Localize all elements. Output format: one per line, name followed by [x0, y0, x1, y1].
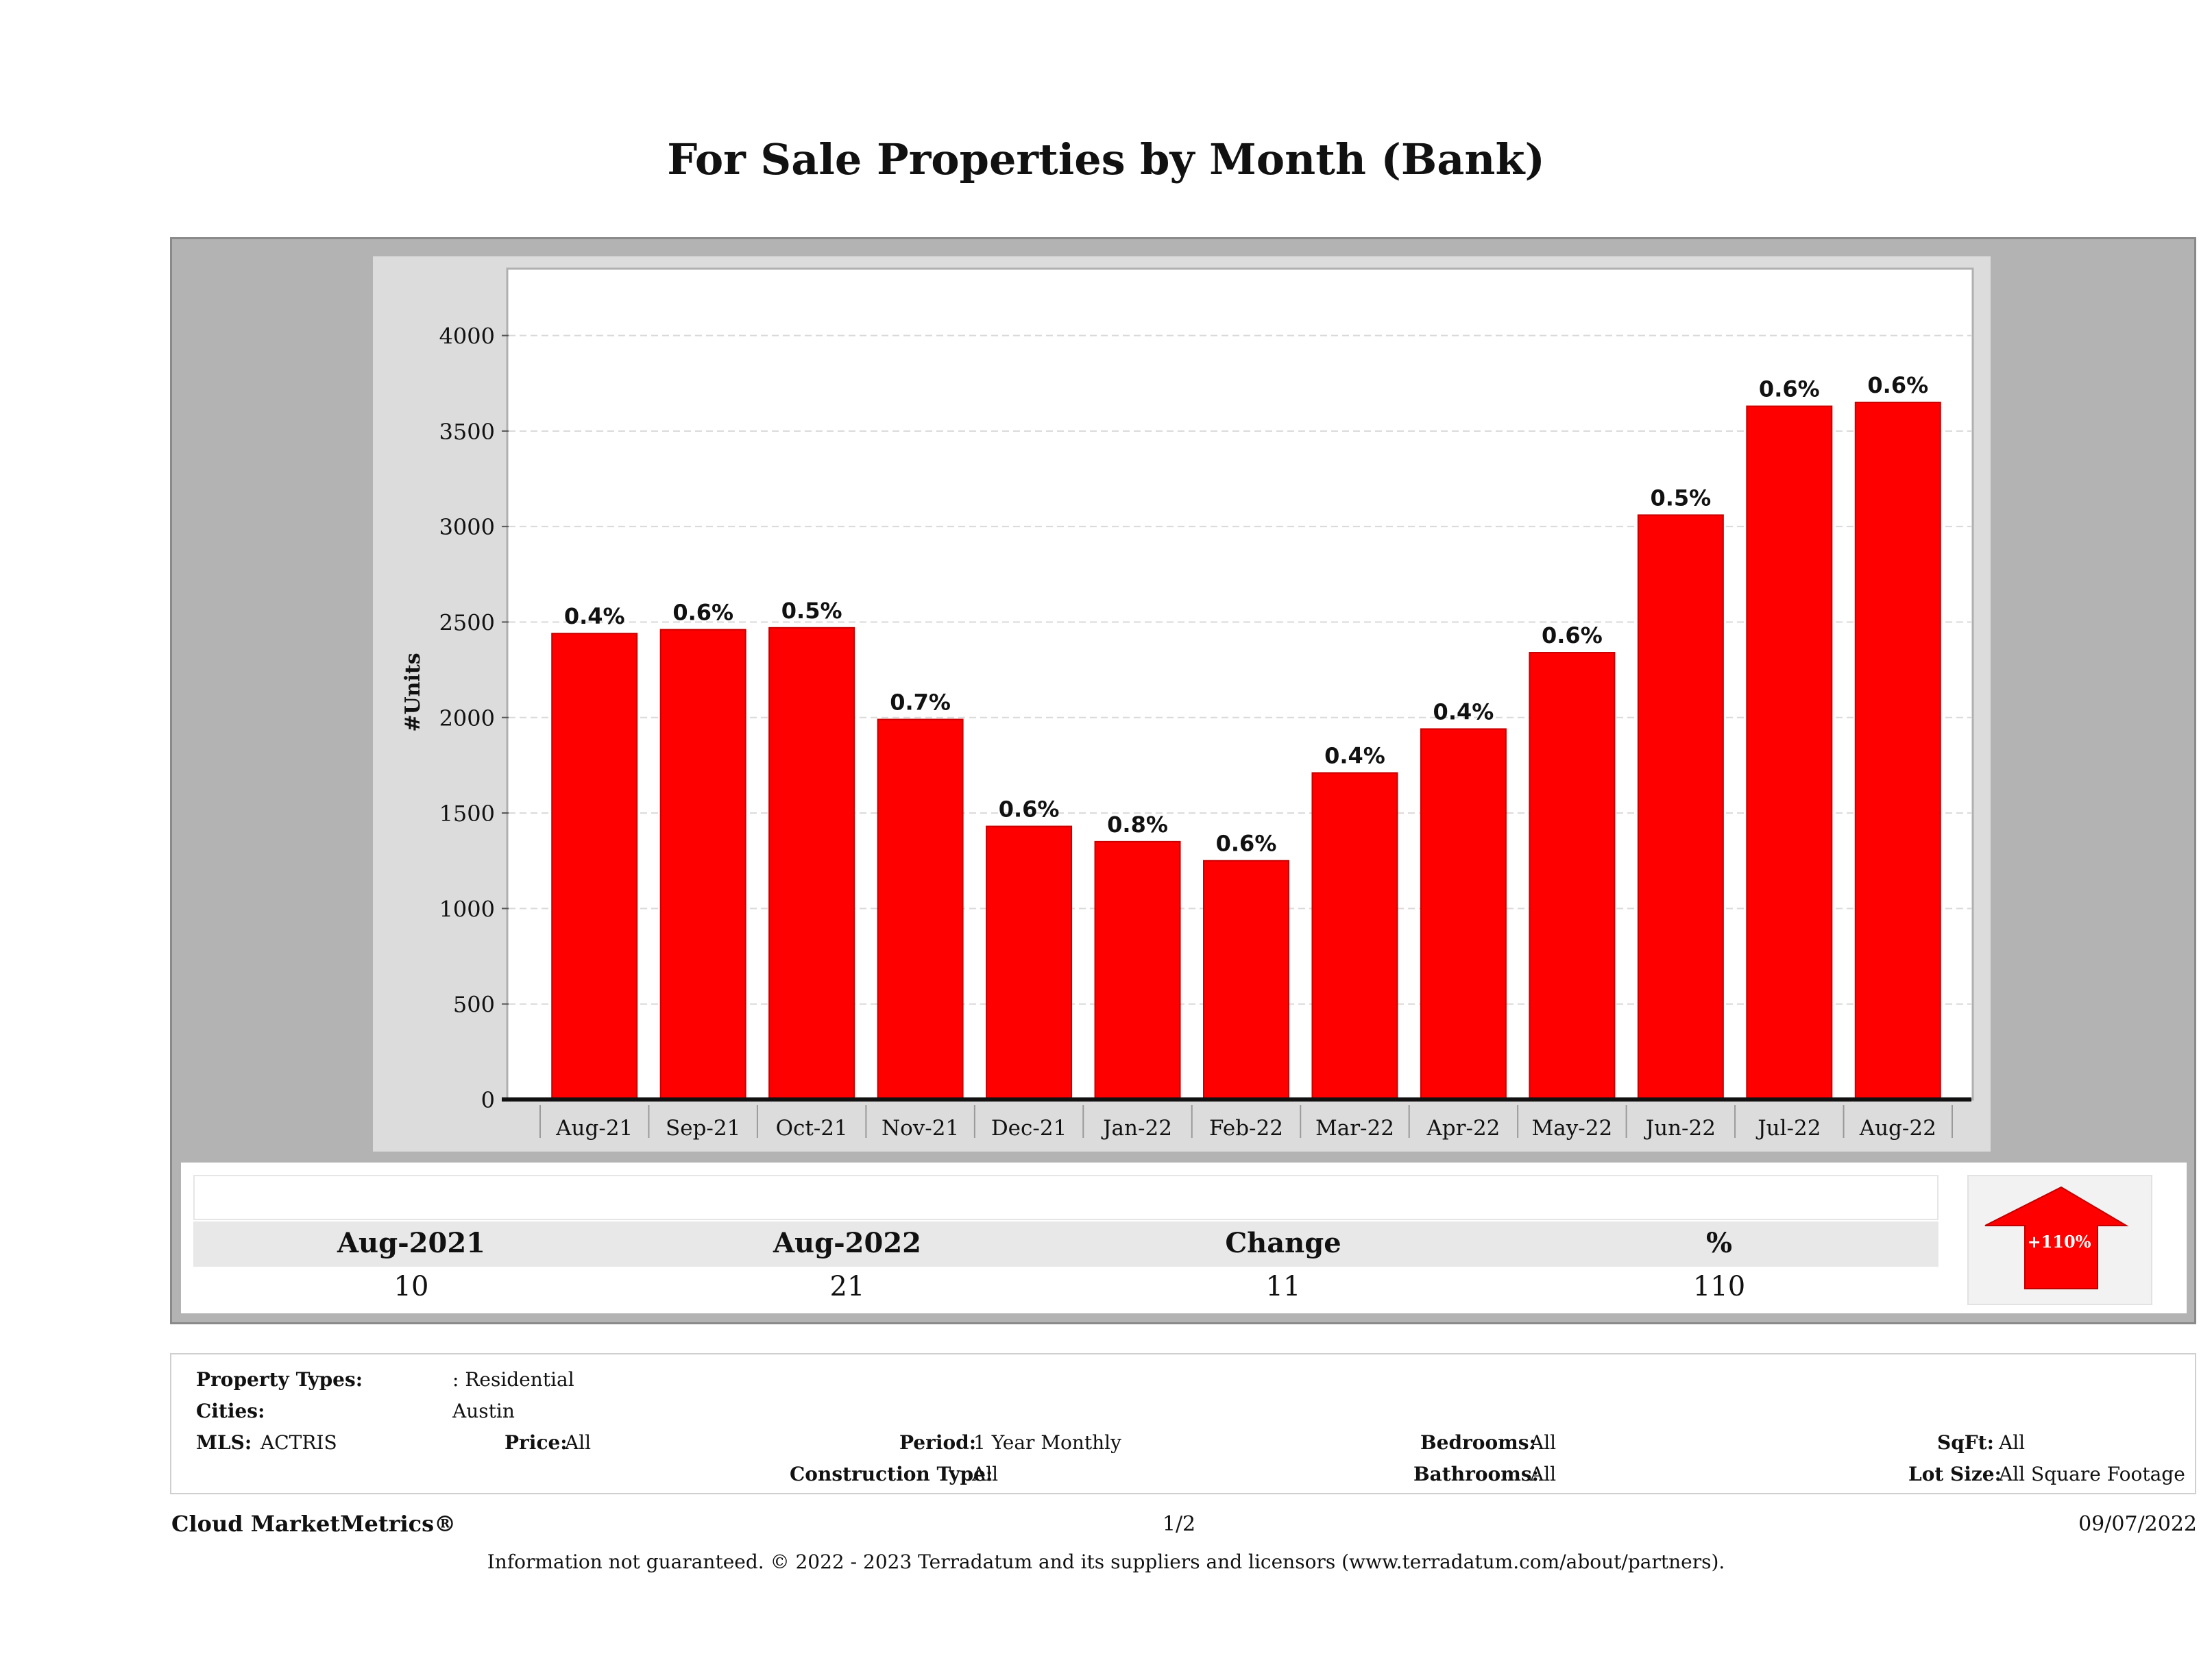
- summary-header-percent: %: [1705, 1227, 1732, 1259]
- bar: [1854, 402, 1941, 1100]
- summary-value-row: [193, 1268, 1938, 1306]
- summary-value-end: 21: [829, 1271, 865, 1302]
- filter-price-label: Price:: [505, 1431, 568, 1454]
- chart-title: For Sale Properties by Month (Bank): [667, 134, 1545, 184]
- y-tick-label: 3000: [439, 514, 495, 540]
- y-axis-label: #Units: [401, 653, 425, 731]
- footer-page-number: 1/2: [1162, 1512, 1196, 1536]
- data-label: 0.4%: [564, 603, 625, 629]
- bar: [1529, 652, 1616, 1100]
- x-tick-label: Sep-21: [666, 1116, 740, 1141]
- x-tick-label: Feb-22: [1209, 1116, 1283, 1141]
- bar-chart: 0 500 1000 1500 2000 2500 3000 3500 4000 Aug-21 S…: [401, 267, 1974, 1141]
- bar: [659, 629, 746, 1100]
- y-tick-label: 0: [481, 1087, 495, 1113]
- filter-sqft-value: All: [1999, 1431, 2026, 1454]
- y-tick-label: 4000: [439, 324, 495, 350]
- x-tick-label: Jun-22: [1644, 1116, 1716, 1141]
- summary-header-change: Change: [1225, 1227, 1341, 1259]
- x-tick-labels: Aug-21 Sep-21 Oct-21 Nov-21 Dec-21 Jan-22 Feb-…: [539, 1105, 1953, 1141]
- filter-lotsize-value: All Square Footage: [1999, 1463, 2185, 1485]
- filter-bathrooms-value: All: [1530, 1463, 1557, 1485]
- x-tick-label: Oct-21: [776, 1116, 848, 1141]
- data-label: 0.4%: [1324, 743, 1385, 769]
- footer-disclaimer: Information not guaranteed. © 2022 - 202…: [487, 1551, 1725, 1573]
- summary-value-start: 10: [393, 1271, 429, 1302]
- filter-mls-value: ACTRIS: [260, 1431, 337, 1454]
- x-tick-label: Jul-22: [1755, 1116, 1821, 1141]
- bar: [1637, 514, 1724, 1100]
- filter-construction-label: Construction Type:: [790, 1463, 993, 1485]
- data-label: 0.4%: [1433, 698, 1494, 725]
- up-arrow-icon: +110%: [1984, 1186, 2129, 1289]
- x-tick-label: Jan-22: [1101, 1116, 1172, 1141]
- data-labels: 0.4% 0.6% 0.5% 0.7% 0.6% 0.8% 0.6% 0.4% 0.4% 0.6%…: [564, 372, 1928, 857]
- filter-bedrooms-label: Bedrooms:: [1420, 1431, 1536, 1454]
- x-tick-label: Aug-21: [555, 1116, 633, 1141]
- y-tick-label: 2000: [439, 705, 495, 731]
- y-tick-label: 3500: [439, 419, 495, 445]
- filter-mls-label: MLS:: [196, 1431, 252, 1454]
- filter-price-value: All: [565, 1431, 592, 1454]
- filter-bedrooms-value: All: [1530, 1431, 1557, 1454]
- data-label: 0.5%: [781, 598, 842, 624]
- filter-construction-value: All: [972, 1463, 999, 1485]
- filter-period-value: 1 Year Monthly: [973, 1431, 1121, 1454]
- footer-brand: Cloud MarketMetrics®: [171, 1511, 457, 1537]
- summary-header-start: Aug-2021: [337, 1227, 485, 1259]
- x-tick-label: Mar-22: [1315, 1116, 1394, 1141]
- bar: [1746, 405, 1833, 1100]
- summary-value-percent: 110: [1692, 1271, 1746, 1302]
- data-label: 0.6%: [1867, 372, 1928, 398]
- y-tick-label: 2500: [439, 609, 495, 635]
- y-tick-label: 1000: [439, 896, 495, 922]
- bar: [768, 627, 855, 1100]
- data-label: 0.8%: [1107, 812, 1168, 838]
- data-label: 0.6%: [1759, 376, 1820, 402]
- data-label: 0.5%: [1650, 485, 1711, 511]
- change-badge-text: +110%: [2027, 1232, 2091, 1252]
- y-tick-label: 1500: [439, 801, 495, 827]
- filter-sqft-label: SqFt:: [1937, 1431, 1994, 1454]
- filter-bathrooms-label: Bathrooms:: [1413, 1463, 1539, 1485]
- filter-cities-value: Austin: [452, 1400, 515, 1422]
- data-label: 0.6%: [1216, 831, 1277, 857]
- x-tick-label: Nov-21: [882, 1116, 959, 1141]
- bar: [986, 825, 1073, 1100]
- summary-header-row: [193, 1221, 1938, 1267]
- x-tick-label: Apr-22: [1426, 1116, 1500, 1141]
- filters-panel: [170, 1353, 2196, 1494]
- filter-lotsize-label: Lot Size:: [1908, 1463, 2002, 1485]
- bar: [1420, 728, 1507, 1100]
- y-tick-labels: 0 500 1000 1500 2000 2500 3000 3500 4000: [439, 324, 495, 1113]
- bar: [877, 718, 964, 1100]
- x-tick-label: May-22: [1532, 1116, 1613, 1141]
- grid-lines: [502, 335, 1971, 1100]
- filter-period-label: Period:: [899, 1431, 977, 1454]
- y-tick-label: 500: [453, 992, 495, 1018]
- footer-date: 09/07/2022: [2078, 1512, 2197, 1536]
- data-label: 0.6%: [672, 600, 733, 626]
- data-label: 0.6%: [999, 797, 1060, 823]
- summary-header-end: Aug-2022: [773, 1227, 921, 1259]
- data-label: 0.6%: [1542, 622, 1603, 648]
- data-label: 0.7%: [890, 690, 951, 716]
- filter-property-types-value: : Residential: [452, 1368, 574, 1391]
- x-tick-label: Aug-22: [1859, 1116, 1936, 1141]
- summary-blank-row: [193, 1175, 1938, 1220]
- bar: [551, 633, 638, 1100]
- bars: [502, 402, 1971, 1102]
- change-indicator: +110%: [1967, 1175, 2152, 1305]
- x-tick-label: Dec-21: [991, 1116, 1067, 1141]
- bar: [1094, 840, 1181, 1100]
- filter-property-types-label: Property Types:: [196, 1368, 363, 1391]
- bar: [1311, 772, 1398, 1100]
- filter-cities-label: Cities:: [196, 1400, 265, 1422]
- summary-value-change: 11: [1265, 1271, 1301, 1302]
- bar: [1203, 860, 1289, 1100]
